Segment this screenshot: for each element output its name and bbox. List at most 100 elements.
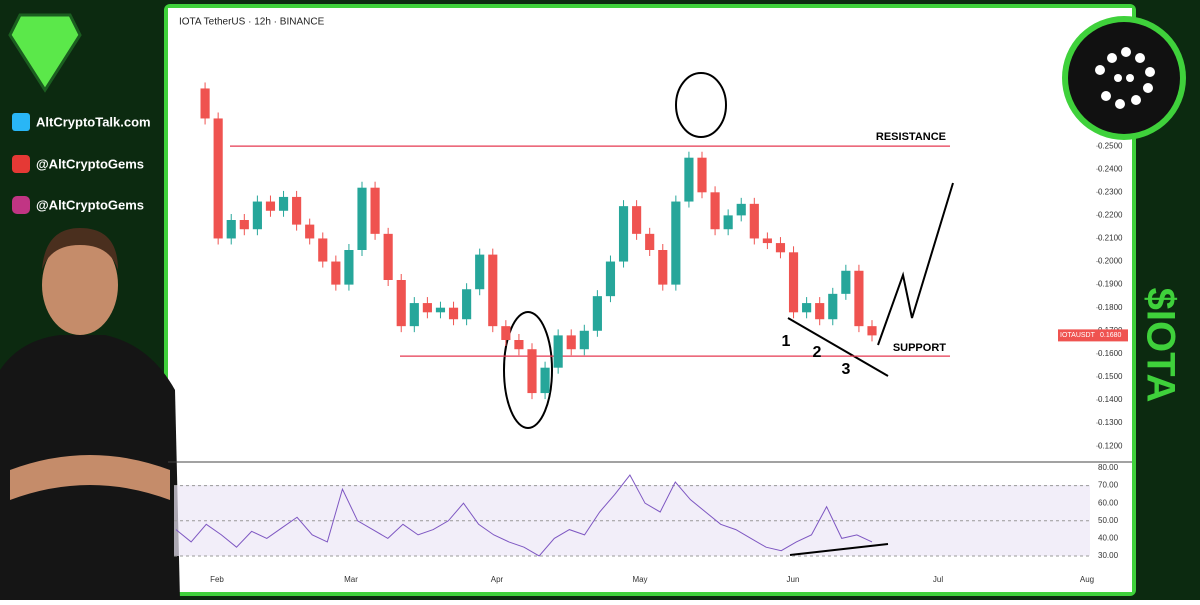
candle [422, 303, 432, 313]
candle [632, 206, 642, 234]
web-icon [12, 113, 30, 131]
candle [749, 203, 759, 239]
y-tick-label: 0.2500 [1098, 141, 1123, 150]
last-price-tag [1058, 329, 1128, 342]
candle [671, 201, 681, 285]
x-tick-label: Feb [210, 575, 224, 584]
social-link: AltCryptoTalk.com [36, 114, 151, 129]
y-tick-label: 0.2100 [1098, 234, 1123, 243]
y-tick-label: 0.1300 [1098, 418, 1123, 427]
candle [357, 187, 367, 250]
y-tick-label: 0.1400 [1098, 395, 1123, 404]
host-photo [0, 228, 180, 600]
candle [645, 233, 655, 250]
rsi-tick-label: 30.00 [1098, 551, 1119, 560]
rsi-tick-label: 60.00 [1098, 498, 1119, 507]
wave-label: 2 [813, 344, 822, 361]
candle [710, 192, 720, 230]
candle [579, 330, 589, 350]
bottom-ellipse [503, 311, 553, 429]
candle [762, 238, 772, 244]
level-label: SUPPORT [893, 342, 946, 354]
candle [775, 243, 786, 253]
candle [867, 326, 877, 336]
candle [475, 254, 485, 290]
candle [566, 335, 576, 350]
trend-arrow [787, 317, 889, 377]
candle [723, 215, 733, 230]
candle [553, 335, 563, 368]
y-tick-label: 0.2000 [1098, 257, 1123, 266]
top-ellipse [675, 72, 727, 138]
candle [318, 238, 328, 262]
candle [435, 307, 446, 313]
x-tick-label: May [632, 575, 647, 584]
candle [736, 203, 746, 216]
last-price-symbol: IOTAUSDT [1060, 332, 1096, 339]
candle [540, 367, 550, 394]
wave-label: 1 [782, 333, 791, 350]
coin-logo [1068, 22, 1180, 134]
ticker: $IOTA [1138, 288, 1182, 403]
candle [828, 293, 838, 320]
candle [331, 261, 341, 285]
rsi-tick-label: 40.00 [1098, 534, 1119, 543]
x-tick-label: Jul [933, 575, 943, 584]
x-tick-label: Apr [491, 575, 504, 584]
candle [488, 254, 498, 327]
candle [618, 206, 629, 262]
x-tick-label: Aug [1080, 575, 1094, 584]
candle [278, 196, 289, 211]
y-tick-label: 0.2200 [1098, 210, 1123, 219]
candle [213, 118, 223, 239]
social-link: @AltCryptoGems [36, 156, 144, 171]
candle [815, 303, 825, 320]
rsi-tick-label: 50.00 [1098, 516, 1119, 525]
candle [292, 196, 302, 225]
y-tick-label: 0.1600 [1098, 349, 1123, 358]
candle [344, 250, 354, 285]
candle [383, 233, 393, 280]
y-tick-label: 0.2400 [1098, 164, 1123, 173]
candle [305, 224, 315, 239]
youtube-icon [12, 155, 30, 173]
social-link: @AltCryptoGems [36, 197, 144, 212]
candle [854, 270, 864, 327]
rsi-tick-label: 70.00 [1098, 481, 1119, 490]
instagram-icon [12, 196, 30, 214]
x-tick-label: Jun [787, 575, 800, 584]
candle [252, 201, 262, 230]
candle [527, 349, 537, 394]
y-tick-label: 0.1900 [1098, 280, 1123, 289]
rsi-arrow [789, 543, 889, 556]
candle [788, 252, 799, 313]
level-label: RESISTANCE [876, 131, 946, 143]
candle [684, 157, 694, 202]
y-tick-label: 0.1500 [1098, 372, 1123, 381]
rsi-line [175, 474, 873, 557]
candle [200, 88, 210, 119]
y-tick-label: 0.2300 [1098, 187, 1123, 196]
candle [462, 289, 472, 320]
candle [514, 340, 524, 350]
candle [592, 296, 602, 331]
candle [370, 187, 380, 234]
rsi-tick-label: 80.00 [1098, 463, 1119, 472]
y-tick-label: 0.1200 [1098, 441, 1123, 450]
candle [239, 220, 249, 230]
symbol-header: IOTA TetherUS · 12h · BINANCE [179, 17, 325, 28]
candle [697, 157, 707, 193]
candle [605, 261, 616, 297]
candle [226, 220, 236, 239]
candle [448, 307, 459, 320]
candle [396, 280, 406, 327]
candle [802, 303, 812, 313]
candle [501, 326, 511, 340]
projection-arrow [877, 182, 954, 346]
logo [8, 13, 82, 93]
candle [409, 303, 419, 327]
candle [841, 270, 851, 294]
wave-label: 3 [842, 361, 851, 378]
candle [265, 201, 276, 211]
